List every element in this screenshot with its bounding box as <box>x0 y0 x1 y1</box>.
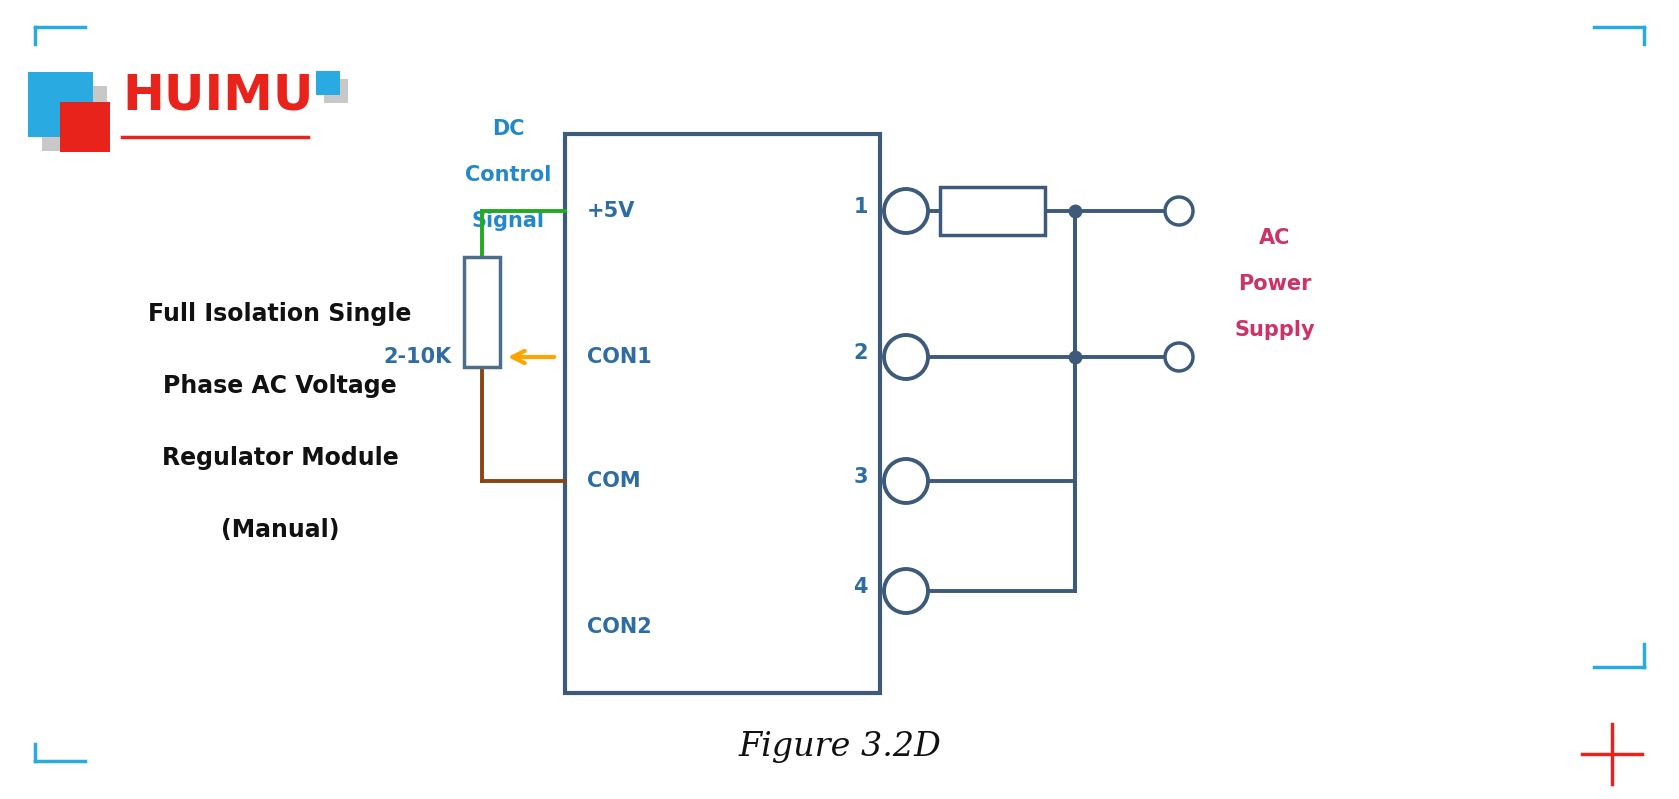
Circle shape <box>885 189 928 233</box>
Text: Signal: Signal <box>472 211 544 231</box>
FancyBboxPatch shape <box>42 86 107 151</box>
FancyBboxPatch shape <box>324 79 348 103</box>
Text: 2-10K: 2-10K <box>384 347 452 367</box>
FancyBboxPatch shape <box>566 134 880 693</box>
Text: Figure 3.2D: Figure 3.2D <box>739 731 942 763</box>
Text: +5V: +5V <box>588 201 635 221</box>
Text: Power: Power <box>1237 274 1311 294</box>
Text: 1: 1 <box>853 197 868 217</box>
Text: Load: Load <box>965 201 1019 221</box>
FancyBboxPatch shape <box>940 187 1044 235</box>
Text: COM: COM <box>588 471 641 491</box>
Text: 4: 4 <box>853 577 868 597</box>
Text: Phase AC Voltage: Phase AC Voltage <box>163 374 396 398</box>
FancyBboxPatch shape <box>29 72 92 137</box>
Circle shape <box>1165 343 1194 371</box>
Circle shape <box>885 459 928 503</box>
Text: CON2: CON2 <box>588 617 651 637</box>
Text: HUIMU: HUIMU <box>123 71 314 119</box>
Text: 2: 2 <box>853 343 868 363</box>
Circle shape <box>1165 197 1194 225</box>
Text: Regulator Module: Regulator Module <box>161 446 398 470</box>
Text: AC: AC <box>1259 228 1291 248</box>
Text: Full Isolation Single: Full Isolation Single <box>148 302 411 326</box>
Circle shape <box>885 569 928 613</box>
Text: Supply: Supply <box>1234 320 1315 340</box>
FancyBboxPatch shape <box>316 71 341 95</box>
Text: Control: Control <box>465 165 551 185</box>
Circle shape <box>885 335 928 379</box>
Text: (Manual): (Manual) <box>220 518 339 542</box>
Text: CON1: CON1 <box>588 347 651 367</box>
Text: DC: DC <box>492 119 524 139</box>
FancyBboxPatch shape <box>463 257 500 367</box>
FancyBboxPatch shape <box>60 102 111 152</box>
Text: 3: 3 <box>853 467 868 487</box>
